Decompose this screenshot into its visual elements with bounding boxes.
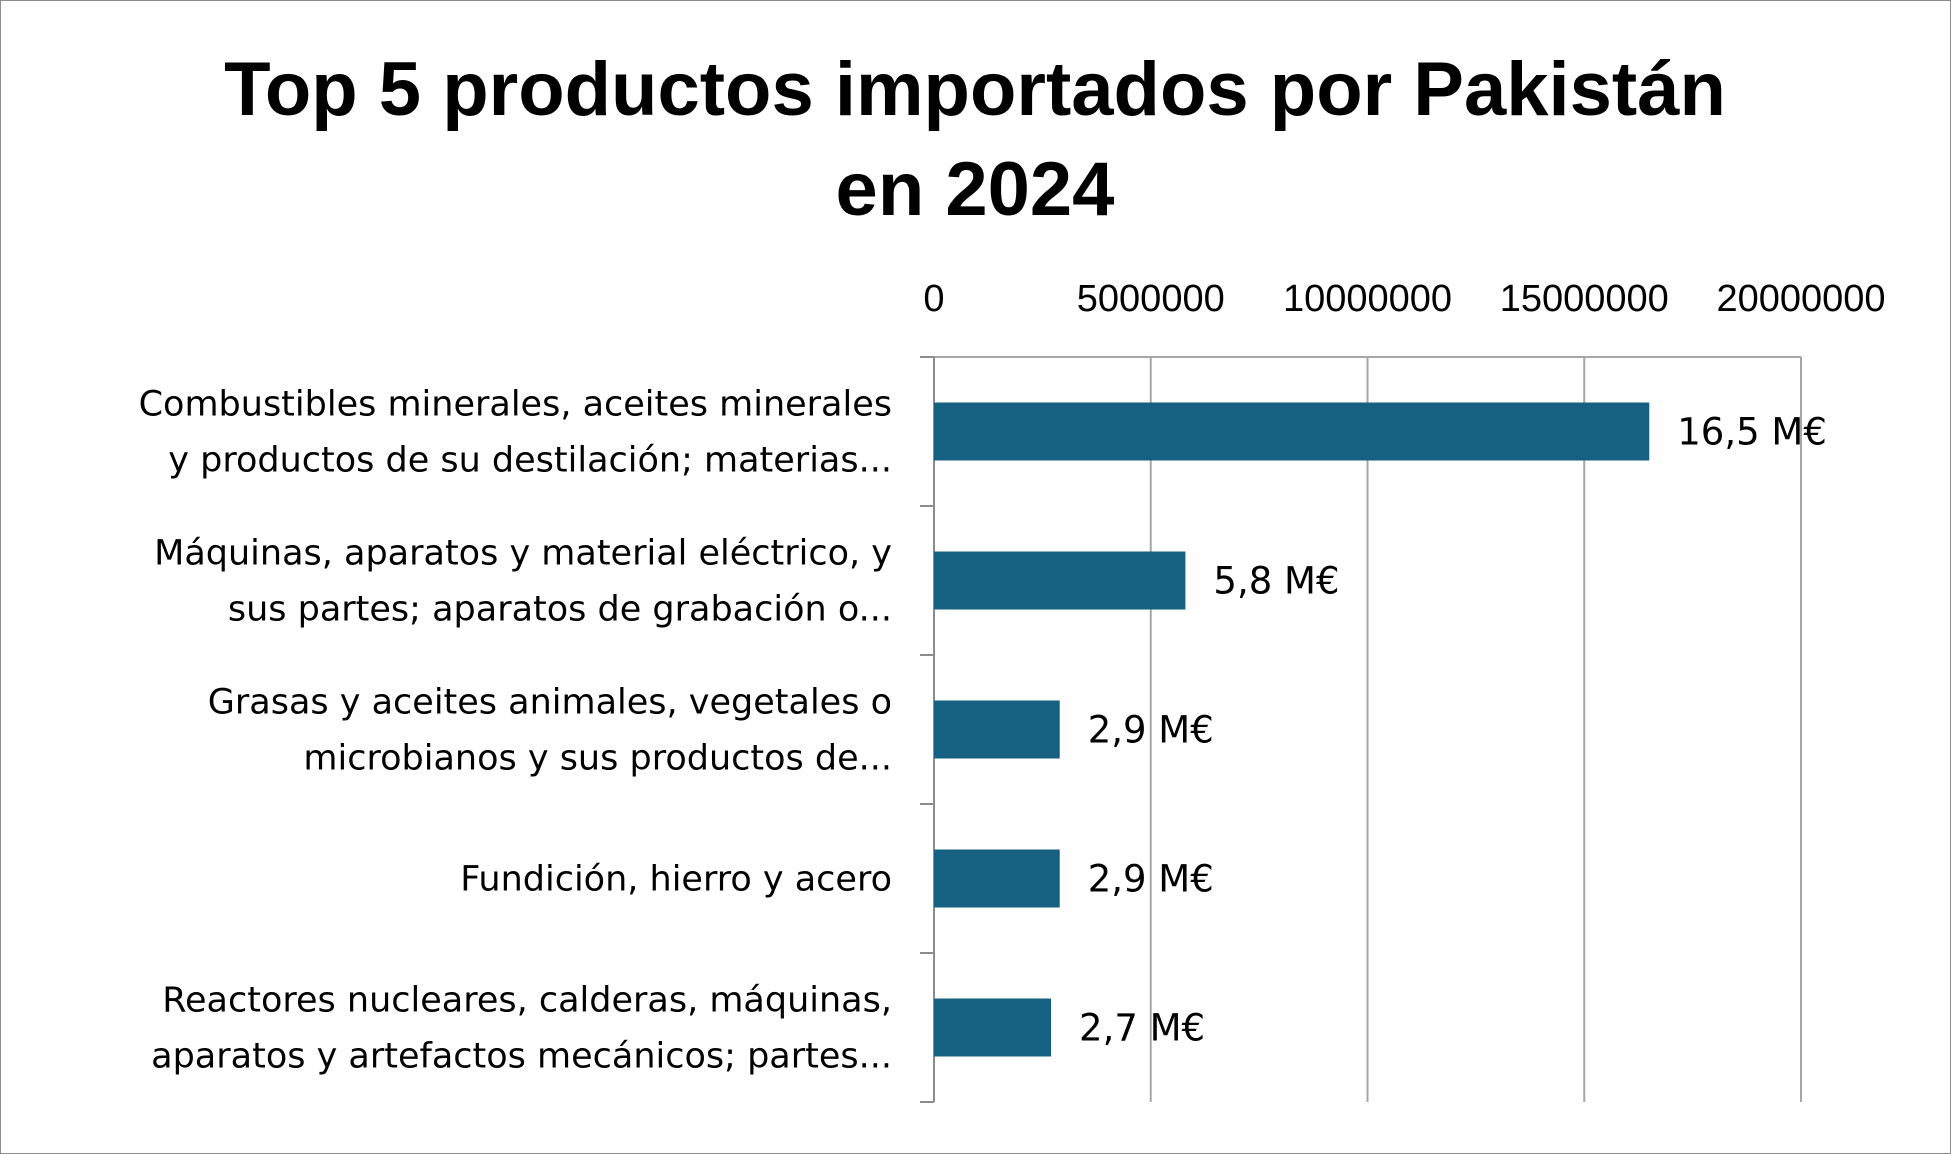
x-tick-label: 0 <box>923 278 944 320</box>
category-label-line: Reactores nucleares, calderas, máquinas, <box>162 981 892 1021</box>
category-label: Reactores nucleares, calderas, máquinas,… <box>151 981 892 1077</box>
bar <box>934 700 1060 759</box>
category-label-line: sus partes; aparatos de grabación o... <box>228 590 892 630</box>
chart-title: Top 5 productos importados por Pakistán … <box>200 40 1750 240</box>
category-label-line: Máquinas, aparatos y material eléctrico,… <box>154 534 892 574</box>
category-label-line: Combustibles minerales, aceites minerale… <box>139 385 892 425</box>
data-label: 16,5 M€ <box>1677 411 1827 454</box>
data-label: 2,7 M€ <box>1079 1007 1205 1050</box>
x-tick-label: 15000000 <box>1500 278 1669 320</box>
category-label-line: aparatos y artefactos mecánicos; partes.… <box>151 1037 892 1077</box>
bar <box>934 849 1060 908</box>
category-label: Combustibles minerales, aceites minerale… <box>139 385 892 481</box>
category-label: Fundición, hierro y acero <box>460 860 892 900</box>
bar <box>934 998 1052 1057</box>
x-tick-label: 5000000 <box>1077 278 1225 320</box>
x-tick-label: 20000000 <box>1716 278 1885 320</box>
bar <box>934 551 1186 610</box>
category-label-line: Fundición, hierro y acero <box>460 860 892 900</box>
chart-title-line-1: Top 5 productos importados por Pakistán <box>224 47 1726 132</box>
category-label-line: Grasas y aceites animales, vegetales o <box>208 683 892 723</box>
data-label: 5,8 M€ <box>1213 560 1339 603</box>
category-label-line: microbianos y sus productos de... <box>303 739 892 779</box>
x-tick-label: 10000000 <box>1283 278 1452 320</box>
chart-title-line-2: en 2024 <box>835 147 1115 232</box>
category-label-line: y productos de su destilación; materias.… <box>168 441 892 481</box>
data-label: 2,9 M€ <box>1088 858 1214 901</box>
category-label: Máquinas, aparatos y material eléctrico,… <box>154 534 892 630</box>
data-label: 2,9 M€ <box>1088 709 1214 752</box>
category-label: Grasas y aceites animales, vegetales o mi… <box>208 683 892 779</box>
bar <box>934 402 1650 461</box>
